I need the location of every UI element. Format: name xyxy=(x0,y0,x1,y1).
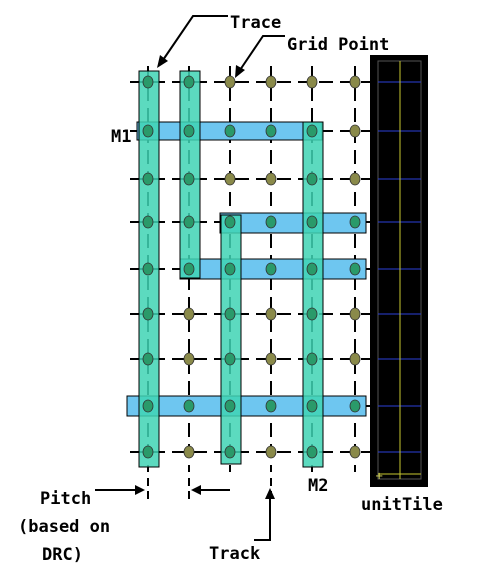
pitch-label-line2: (based on xyxy=(18,517,110,537)
grid-point-7-4 xyxy=(306,399,318,413)
grid-point-8-0 xyxy=(142,445,154,459)
m2-bar-3 xyxy=(302,121,324,468)
grid-point-4-0 xyxy=(142,262,154,276)
track-label: Track xyxy=(209,544,260,564)
track-arrow-line xyxy=(254,498,271,541)
unit-tile-label: unitTile xyxy=(361,495,443,515)
grid-point-3-5 xyxy=(349,215,361,229)
grid-point-2-2 xyxy=(224,172,236,186)
grid-point-2-1 xyxy=(183,172,195,186)
grid-point-2-4 xyxy=(306,172,318,186)
grid-point-7-0 xyxy=(142,399,154,413)
grid-point-8-1 xyxy=(183,445,195,459)
grid-point-6-4 xyxy=(306,352,318,366)
grid-point-3-3 xyxy=(265,215,277,229)
grid-point-2-5 xyxy=(349,172,361,186)
grid-point-5-1 xyxy=(183,307,195,321)
grid-point-3-2 xyxy=(224,215,236,229)
trace-arrow-head xyxy=(157,55,168,68)
grid-point-0-1 xyxy=(183,75,195,89)
grid-point-8-2 xyxy=(224,445,236,459)
grid-point-1-5 xyxy=(349,124,361,138)
grid-point-0-4 xyxy=(306,75,318,89)
m1-label: M1 xyxy=(111,127,131,147)
trace-arrow-line xyxy=(162,15,228,61)
grid-point-1-4 xyxy=(306,124,318,138)
annotation-arrows xyxy=(95,15,285,541)
grid-point-7-2 xyxy=(224,399,236,413)
grid-point-0-3 xyxy=(265,75,277,89)
unit-tile: + xyxy=(370,55,428,487)
track-arrow-head xyxy=(265,488,275,499)
grid-point-5-5 xyxy=(349,307,361,321)
grid-point-6-1 xyxy=(183,352,195,366)
grid-point-label: Grid Point xyxy=(287,35,389,55)
grid-point-3-1 xyxy=(183,215,195,229)
grid-point-1-2 xyxy=(224,124,236,138)
grid-point-4-2 xyxy=(224,262,236,276)
grid-point-arrow-line xyxy=(239,35,285,71)
trace-label: Trace xyxy=(230,13,281,33)
grid-point-0-0 xyxy=(142,75,154,89)
grid-point-3-4 xyxy=(306,215,318,229)
grid-point-8-5 xyxy=(349,445,361,459)
grid-point-8-4 xyxy=(306,445,318,459)
grid-point-5-3 xyxy=(265,307,277,321)
grid-point-arrow-head xyxy=(235,65,245,78)
grid-point-0-5 xyxy=(349,75,361,89)
grid-point-2-0 xyxy=(142,172,154,186)
unit-tile-origin-mark: + xyxy=(375,471,383,482)
grid-point-4-5 xyxy=(349,262,361,276)
grid-point-5-2 xyxy=(224,307,236,321)
unit-tile-background xyxy=(370,55,428,487)
grid-point-6-0 xyxy=(142,352,154,366)
grid-point-1-3 xyxy=(265,124,277,138)
grid-point-2-3 xyxy=(265,172,277,186)
pitch-label-line1: Pitch xyxy=(40,489,91,509)
grid-point-4-1 xyxy=(183,262,195,276)
grid-point-5-4 xyxy=(306,307,318,321)
grid-point-3-0 xyxy=(142,215,154,229)
m2-bar-2 xyxy=(220,214,242,465)
grid-point-1-0 xyxy=(142,124,154,138)
grid-point-7-1 xyxy=(183,399,195,413)
grid-point-6-5 xyxy=(349,352,361,366)
m1-bar-1 xyxy=(219,212,367,234)
m2-label: M2 xyxy=(308,476,328,496)
pitch-arrow2-head xyxy=(191,485,201,495)
grid-point-6-3 xyxy=(265,352,277,366)
grid-point-4-4 xyxy=(306,262,318,276)
m1-bar-3 xyxy=(126,395,367,417)
grid-point-6-2 xyxy=(224,352,236,366)
grid-point-5-0 xyxy=(142,307,154,321)
grid-point-1-1 xyxy=(183,124,195,138)
grid-point-0-2 xyxy=(224,75,236,89)
pitch-arrow-head xyxy=(135,485,145,495)
grid-point-8-3 xyxy=(265,445,277,459)
grid-point-4-3 xyxy=(265,262,277,276)
pitch-label-line3: DRC) xyxy=(42,545,83,565)
grid-point-7-3 xyxy=(265,399,277,413)
grid-points xyxy=(142,75,361,459)
grid-point-7-5 xyxy=(349,399,361,413)
